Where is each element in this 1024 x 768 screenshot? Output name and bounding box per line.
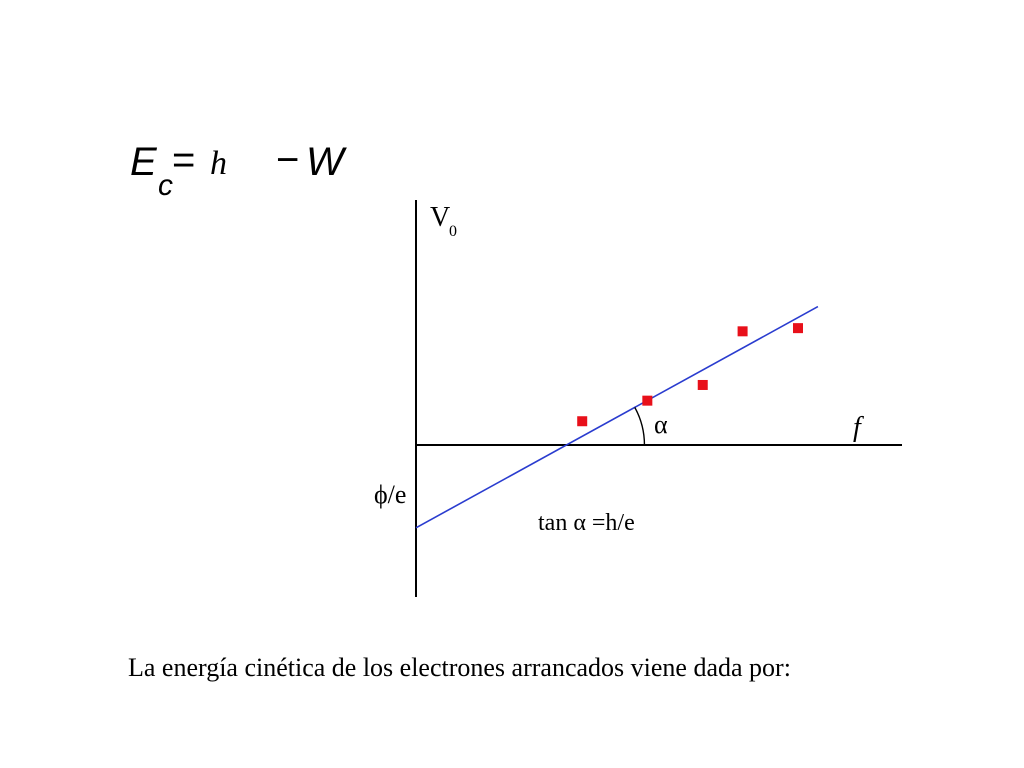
x-axis-label: f [853, 412, 864, 443]
angle-arc [634, 407, 646, 446]
angle-label: α [654, 410, 668, 439]
data-point-3 [697, 379, 708, 390]
y-axis-label: V [430, 202, 450, 233]
formula-planck-symbol: h [210, 145, 227, 182]
data-point-2 [642, 395, 653, 406]
formula-minus: − [276, 138, 300, 182]
data-point-4 [737, 326, 748, 337]
slope-label: tan α =h/e [538, 510, 635, 536]
y-axis-label-subscript: 0 [449, 223, 457, 240]
data-points [577, 323, 803, 427]
formula-energy-subscript: c [158, 169, 173, 202]
formula-energy-symbol: E [130, 140, 157, 184]
data-point-5 [792, 323, 803, 334]
photoelectric-plot: V 0 f ϕ/e α tan α =h/e [374, 200, 902, 597]
caption: La energía cinética de los electrones ar… [128, 653, 791, 682]
formula-work-function: W [306, 140, 344, 184]
fit-line [415, 305, 819, 529]
data-point-1 [577, 416, 588, 427]
kinetic-energy-formula: E c = h − W [130, 138, 390, 208]
intercept-label: ϕ/e [374, 480, 406, 509]
formula-equals: = [172, 138, 196, 182]
